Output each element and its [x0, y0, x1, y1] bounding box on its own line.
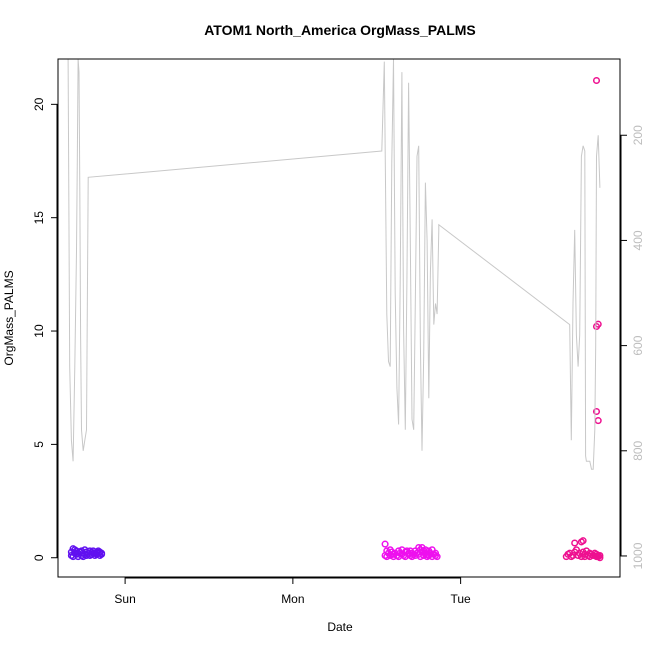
data-point	[381, 540, 389, 548]
y2-tick-label: 800	[631, 440, 645, 460]
plot-box	[57, 58, 621, 578]
data-point	[579, 537, 587, 545]
data-point	[571, 539, 579, 547]
y-axis-right: 200 400 600 800 1000	[620, 125, 645, 569]
y2-tick-label: 1000	[631, 542, 645, 569]
data-point	[592, 407, 601, 416]
altitude-line	[67, 58, 601, 470]
plot-series	[67, 58, 604, 562]
data-point	[383, 553, 391, 561]
y-tick-label: 0	[32, 554, 46, 561]
data-point	[596, 554, 604, 562]
x-tick-label: Tue	[451, 592, 472, 606]
x-axis-label: Date	[327, 620, 353, 634]
data-point	[431, 549, 440, 557]
data-point	[98, 549, 106, 557]
y-axis-left: 0 5 10 15 20	[32, 97, 58, 561]
y-tick-label: 20	[32, 97, 46, 111]
y-tick-label: 15	[32, 211, 46, 225]
y2-tick-label: 600	[631, 335, 645, 355]
data-point	[433, 553, 441, 561]
data-point	[592, 76, 601, 85]
data-point	[596, 551, 604, 560]
x-tick-label: Mon	[281, 592, 304, 606]
x-axis: Sun Mon Tue	[114, 577, 471, 606]
y2-tick-label: 400	[631, 230, 645, 250]
y2-tick-label: 200	[631, 125, 645, 145]
y-axis-label: OrgMass_PALMS	[2, 270, 16, 365]
data-point	[594, 417, 602, 425]
y-tick-label: 5	[32, 441, 46, 448]
y-tick-label: 10	[32, 324, 46, 338]
chart-title: ATOM1 North_America OrgMass_PALMS	[204, 22, 476, 38]
x-tick-label: Sun	[114, 592, 135, 606]
